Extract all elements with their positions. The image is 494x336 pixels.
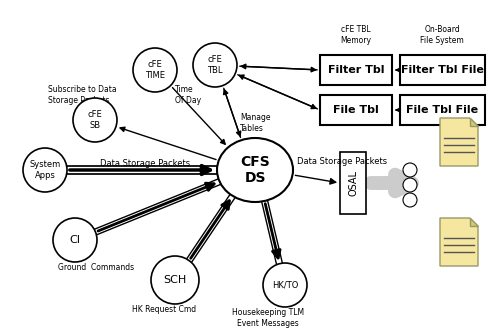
Circle shape [193, 43, 237, 87]
Circle shape [403, 193, 417, 207]
Bar [400, 95, 485, 125]
Polygon shape [440, 118, 478, 166]
Circle shape [403, 178, 417, 192]
Text: cFE
TIME: cFE TIME [145, 60, 165, 80]
Circle shape [403, 163, 417, 177]
Text: Filter Tbl: Filter Tbl [328, 65, 384, 75]
Circle shape [53, 218, 97, 262]
Circle shape [151, 256, 199, 304]
Text: Filter Tbl File: Filter Tbl File [401, 65, 484, 75]
Text: HK Request Cmd: HK Request Cmd [132, 305, 196, 314]
Text: Ground  Commands: Ground Commands [58, 263, 134, 272]
Polygon shape [470, 218, 478, 226]
Polygon shape [440, 218, 478, 266]
Text: System
Apps: System Apps [29, 160, 61, 180]
Text: CFS
DS: CFS DS [240, 155, 270, 185]
Text: Data Storage Packets: Data Storage Packets [100, 159, 190, 168]
Text: OSAL: OSAL [348, 170, 358, 196]
Bar [320, 55, 392, 85]
Bar [320, 95, 392, 125]
Bar [340, 152, 366, 214]
Text: Manage
Tables: Manage Tables [240, 113, 271, 133]
Text: cFE
TBL: cFE TBL [207, 55, 223, 75]
Text: CI: CI [70, 235, 81, 245]
Text: HK/TO: HK/TO [272, 281, 298, 290]
Text: Subscribe to Data
Storage Packets: Subscribe to Data Storage Packets [48, 85, 117, 105]
Text: Time
Of Day: Time Of Day [175, 85, 201, 105]
Text: File Tbl: File Tbl [333, 105, 379, 115]
Text: File Tbl File: File Tbl File [407, 105, 479, 115]
Circle shape [23, 148, 67, 192]
Bar [400, 55, 485, 85]
Circle shape [263, 263, 307, 307]
Text: cFE
SB: cFE SB [87, 110, 102, 130]
Text: Housekeeping TLM
Event Messages: Housekeeping TLM Event Messages [232, 308, 304, 328]
Polygon shape [470, 118, 478, 126]
Text: SCH: SCH [164, 275, 187, 285]
Circle shape [133, 48, 177, 92]
Text: On-Board
File System: On-Board File System [420, 25, 464, 45]
Circle shape [73, 98, 117, 142]
Text: cFE TBL
Memory: cFE TBL Memory [340, 25, 371, 45]
Text: Data Storage Packets: Data Storage Packets [297, 158, 387, 167]
Ellipse shape [217, 138, 293, 202]
